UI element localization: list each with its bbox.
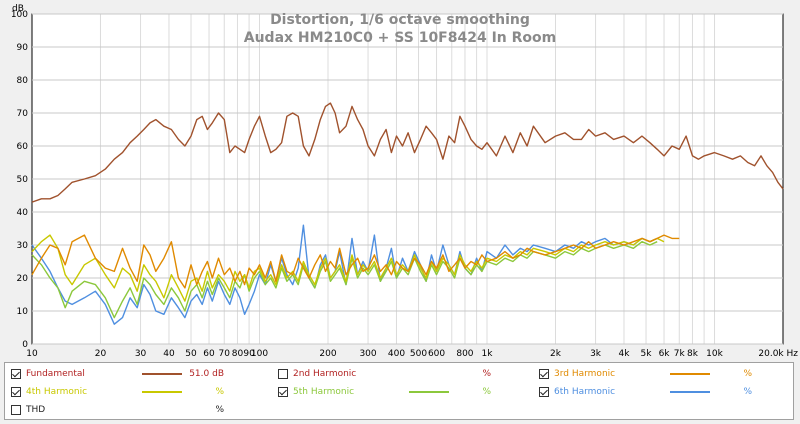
legend-label: THD	[26, 405, 46, 415]
legend-value: %	[482, 369, 491, 379]
legend-value: %	[743, 387, 752, 397]
legend-item-thd: THD%	[11, 401, 224, 419]
y-tick-label: 40	[17, 208, 29, 218]
legend-value: %	[482, 387, 491, 397]
x-tick-label: 4k	[619, 349, 631, 359]
series-line-4th-harmonic	[31, 234, 665, 302]
legend-swatch	[142, 391, 182, 393]
y-tick-label: 30	[17, 241, 29, 251]
legend-checkbox-3rd-harmonic[interactable]	[539, 369, 549, 379]
legend-value: %	[215, 387, 224, 397]
x-tick-label: 800	[456, 349, 473, 359]
legend-label: 4th Harmonic	[26, 387, 88, 397]
x-tick-label: 10	[26, 349, 38, 359]
legend-checkbox-thd[interactable]	[11, 405, 21, 415]
legend-label: 3rd Harmonic	[554, 369, 616, 379]
legend-swatch	[142, 373, 182, 375]
x-tick-label: 20.0k Hz	[758, 349, 798, 359]
legend-checkbox-5th-harmonic[interactable]	[278, 387, 288, 397]
legend-checkbox-2nd-harmonic[interactable]	[278, 369, 288, 379]
legend-checkbox-fundamental[interactable]	[11, 369, 21, 379]
legend-checkbox-6th-harmonic[interactable]	[539, 387, 549, 397]
x-tick-label: 200	[319, 349, 336, 359]
x-tick-label: 60	[203, 349, 215, 359]
series-line-5th-harmonic	[31, 240, 658, 319]
x-tick-label: 50	[185, 349, 197, 359]
series-line-3rd-harmonic	[31, 234, 680, 289]
legend: Fundamental 51.0 dB 2nd Harmonic% 3rd Harmo…	[4, 362, 794, 420]
y-tick-label: 20	[17, 274, 29, 284]
legend-item-fundamental: Fundamental 51.0 dB	[11, 365, 224, 383]
legend-checkbox-4th-harmonic[interactable]	[11, 387, 21, 397]
y-tick-label: 90	[17, 43, 29, 53]
x-tick-label: 400	[388, 349, 405, 359]
y-tick-label: 10	[17, 307, 29, 317]
x-tick-label: 1k	[482, 349, 494, 359]
x-tick-label: 80	[232, 349, 244, 359]
x-tick-label: 600	[428, 349, 445, 359]
legend-item-3rd-harmonic: 3rd Harmonic%	[539, 365, 752, 383]
x-tick-label: 500	[410, 349, 427, 359]
legend-item-5th-harmonic: 5th Harmonic%	[278, 383, 491, 401]
x-tick-label: 8k	[687, 349, 699, 359]
legend-label: 5th Harmonic	[293, 387, 355, 397]
x-tick-label: 70	[219, 349, 231, 359]
x-tick-label: 5k	[641, 349, 653, 359]
chart-subtitle: Audax HM210C0 + SS 10F8424 In Room	[244, 30, 557, 46]
legend-item-6th-harmonic: 6th Harmonic%	[539, 383, 752, 401]
legend-label: Fundamental	[26, 369, 85, 379]
legend-value: %	[215, 405, 224, 415]
y-tick-label: 100	[11, 10, 28, 20]
series-layer	[31, 102, 784, 325]
legend-swatch	[142, 409, 182, 411]
x-tick-label: 40	[163, 349, 175, 359]
x-tick-label: 3k	[590, 349, 602, 359]
x-tick-label: 100	[251, 349, 268, 359]
legend-swatch	[409, 373, 449, 375]
y-tick-label: 0	[22, 340, 28, 350]
x-tick-label: 300	[359, 349, 376, 359]
legend-swatch	[670, 391, 710, 393]
x-tick-label: 90	[243, 349, 255, 359]
y-tick-label: 60	[17, 142, 29, 152]
legend-item-4th-harmonic: 4th Harmonic%	[11, 383, 224, 401]
y-axis-unit-label: dB	[12, 4, 24, 14]
legend-item-2nd-harmonic: 2nd Harmonic%	[278, 365, 491, 383]
legend-label: 2nd Harmonic	[293, 369, 357, 379]
x-tick-label: 6k	[659, 349, 671, 359]
x-tick-label: 7k	[674, 349, 686, 359]
legend-value: 51.0 dB	[189, 369, 224, 379]
chart-title: Distortion, 1/6 octave smoothing	[270, 12, 530, 28]
x-tick-label: 10k	[706, 349, 723, 359]
y-tick-label: 70	[17, 109, 29, 119]
legend-swatch	[670, 373, 710, 375]
grid-lines	[32, 13, 783, 345]
y-tick-label: 50	[17, 175, 29, 185]
legend-swatch	[409, 391, 449, 393]
x-tick-label: 30	[135, 349, 147, 359]
y-tick-label: 80	[17, 76, 29, 86]
legend-label: 6th Harmonic	[554, 387, 616, 397]
legend-value: %	[743, 369, 752, 379]
series-line-fundamental	[31, 102, 784, 203]
x-tick-label: 20	[95, 349, 107, 359]
x-tick-label: 2k	[550, 349, 562, 359]
